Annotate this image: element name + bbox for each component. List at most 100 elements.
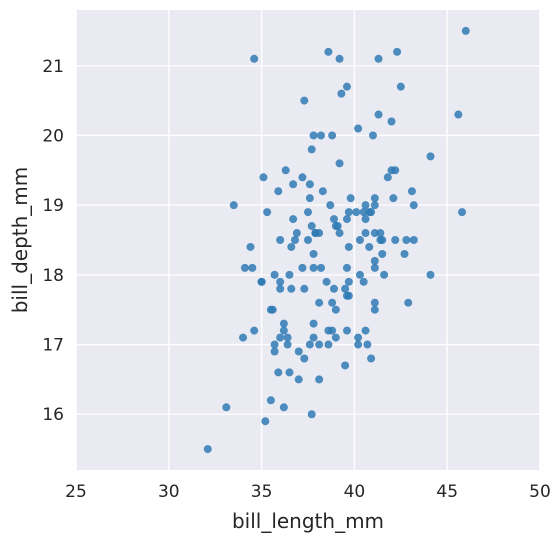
data-point	[305, 180, 314, 189]
x-tick-label: 50	[529, 482, 551, 502]
data-point	[396, 82, 405, 91]
data-point	[300, 354, 309, 363]
data-point	[361, 215, 370, 224]
data-point	[289, 180, 298, 189]
y-tick-label: 16	[42, 405, 64, 425]
data-point	[365, 208, 374, 217]
data-point	[246, 242, 255, 251]
data-point	[283, 340, 292, 349]
data-point	[387, 117, 396, 126]
data-point	[294, 375, 303, 384]
data-point	[261, 417, 270, 426]
data-point	[266, 396, 275, 405]
data-point	[359, 208, 368, 217]
data-point	[259, 173, 268, 182]
data-point	[354, 340, 363, 349]
data-point	[341, 361, 350, 370]
data-point	[402, 236, 411, 244]
data-point	[342, 263, 351, 272]
grid-lines	[75, 10, 541, 470]
data-point	[367, 354, 376, 363]
data-point	[298, 263, 307, 272]
data-point	[426, 270, 435, 279]
data-point	[376, 229, 385, 238]
data-point	[344, 291, 353, 300]
data-point	[393, 47, 402, 56]
data-point	[344, 208, 353, 217]
data-point	[458, 208, 467, 217]
data-point	[409, 201, 418, 210]
data-point	[324, 340, 333, 349]
data-point	[307, 222, 316, 231]
data-point	[291, 236, 300, 244]
data-point	[276, 236, 285, 244]
data-point	[342, 326, 351, 335]
data-point	[287, 242, 296, 251]
data-point	[318, 187, 327, 196]
data-point	[454, 110, 463, 119]
data-point	[279, 403, 288, 412]
data-point	[203, 445, 212, 454]
data-point	[287, 284, 296, 293]
data-point	[270, 347, 279, 356]
data-point	[374, 110, 383, 119]
data-point	[359, 277, 368, 286]
data-point	[270, 340, 279, 349]
data-point	[250, 54, 259, 63]
y-tick-labels: 16 17 18 19 20 21	[42, 57, 64, 425]
data-point	[304, 208, 312, 217]
data-point	[322, 277, 331, 286]
data-point	[311, 229, 320, 238]
data-point	[346, 194, 355, 203]
x-axis-label: bill_length_mm	[232, 509, 384, 533]
data-point	[239, 333, 248, 342]
data-point	[378, 249, 387, 258]
data-point	[370, 229, 379, 238]
y-tick-label: 17	[42, 336, 64, 356]
data-point	[270, 270, 279, 279]
data-point	[324, 47, 333, 56]
data-point	[274, 187, 283, 196]
data-point	[328, 298, 337, 307]
data-point	[361, 201, 370, 210]
data-point	[316, 263, 325, 272]
data-point	[407, 187, 416, 196]
data-point	[342, 82, 351, 91]
data-point	[315, 298, 324, 307]
data-point	[378, 236, 387, 244]
data-point	[326, 201, 335, 210]
data-point	[344, 277, 353, 286]
data-point	[335, 159, 344, 168]
data-point	[355, 270, 364, 279]
data-point	[331, 333, 340, 342]
x-tick-labels: 25 30 35 40 45 50	[65, 482, 551, 502]
data-point	[335, 54, 344, 63]
data-point	[354, 124, 363, 133]
x-tick-label: 45	[436, 482, 458, 502]
data-point	[304, 236, 312, 244]
data-point	[328, 131, 337, 140]
data-point	[268, 305, 277, 314]
data-point	[370, 298, 379, 307]
data-point	[383, 173, 392, 182]
data-point	[374, 54, 383, 63]
data-point	[389, 194, 398, 203]
data-point	[309, 131, 318, 140]
y-tick-label: 21	[42, 57, 64, 77]
data-point	[352, 208, 361, 217]
data-points	[203, 26, 470, 454]
data-point	[461, 26, 470, 35]
data-point	[276, 284, 285, 293]
x-tick-label: 35	[251, 482, 273, 502]
data-point	[305, 340, 314, 349]
y-tick-label: 20	[42, 126, 64, 146]
data-point	[324, 326, 333, 335]
data-point	[285, 270, 294, 279]
data-point	[281, 166, 290, 175]
data-point	[329, 284, 338, 293]
data-point	[331, 222, 340, 231]
x-tick-label: 25	[65, 482, 87, 502]
data-point	[229, 201, 238, 210]
data-point	[316, 131, 325, 140]
data-point	[426, 152, 435, 161]
